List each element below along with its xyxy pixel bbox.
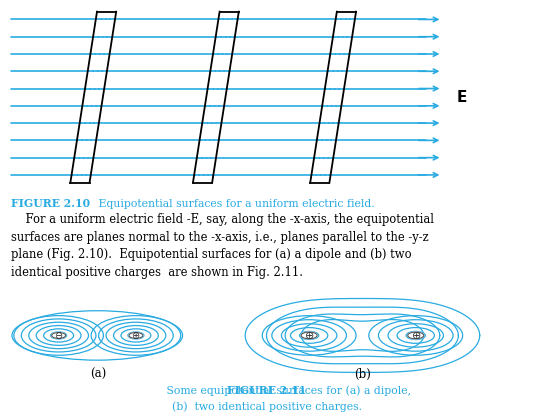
Text: FIGURE 2.11: FIGURE 2.11 bbox=[227, 385, 306, 396]
Text: (b): (b) bbox=[354, 368, 371, 381]
Text: $\ominus$: $\ominus$ bbox=[54, 330, 63, 341]
Text: $\oplus$: $\oplus$ bbox=[304, 330, 314, 341]
Text: FIGURE 2.10: FIGURE 2.10 bbox=[11, 199, 90, 209]
Circle shape bbox=[301, 332, 317, 339]
Text: Equipotential surfaces for a uniform electric field.: Equipotential surfaces for a uniform ele… bbox=[95, 199, 375, 209]
Text: $\oplus$: $\oplus$ bbox=[410, 330, 421, 341]
Circle shape bbox=[52, 333, 66, 338]
Circle shape bbox=[129, 333, 143, 338]
Text: $\oplus$: $\oplus$ bbox=[131, 330, 141, 341]
Text: $\mathbf{E}$: $\mathbf{E}$ bbox=[456, 89, 467, 105]
Text: Some equipotential surfaces for (a) a dipole,: Some equipotential surfaces for (a) a di… bbox=[122, 385, 411, 395]
Text: (b)  two identical positive charges.: (b) two identical positive charges. bbox=[172, 402, 361, 412]
Text: For a uniform electric field ­E, say, along the ­x-axis, the equipotential
surfa: For a uniform electric field ­E, say, al… bbox=[11, 213, 434, 279]
Circle shape bbox=[408, 332, 424, 339]
Text: (a): (a) bbox=[91, 368, 107, 381]
